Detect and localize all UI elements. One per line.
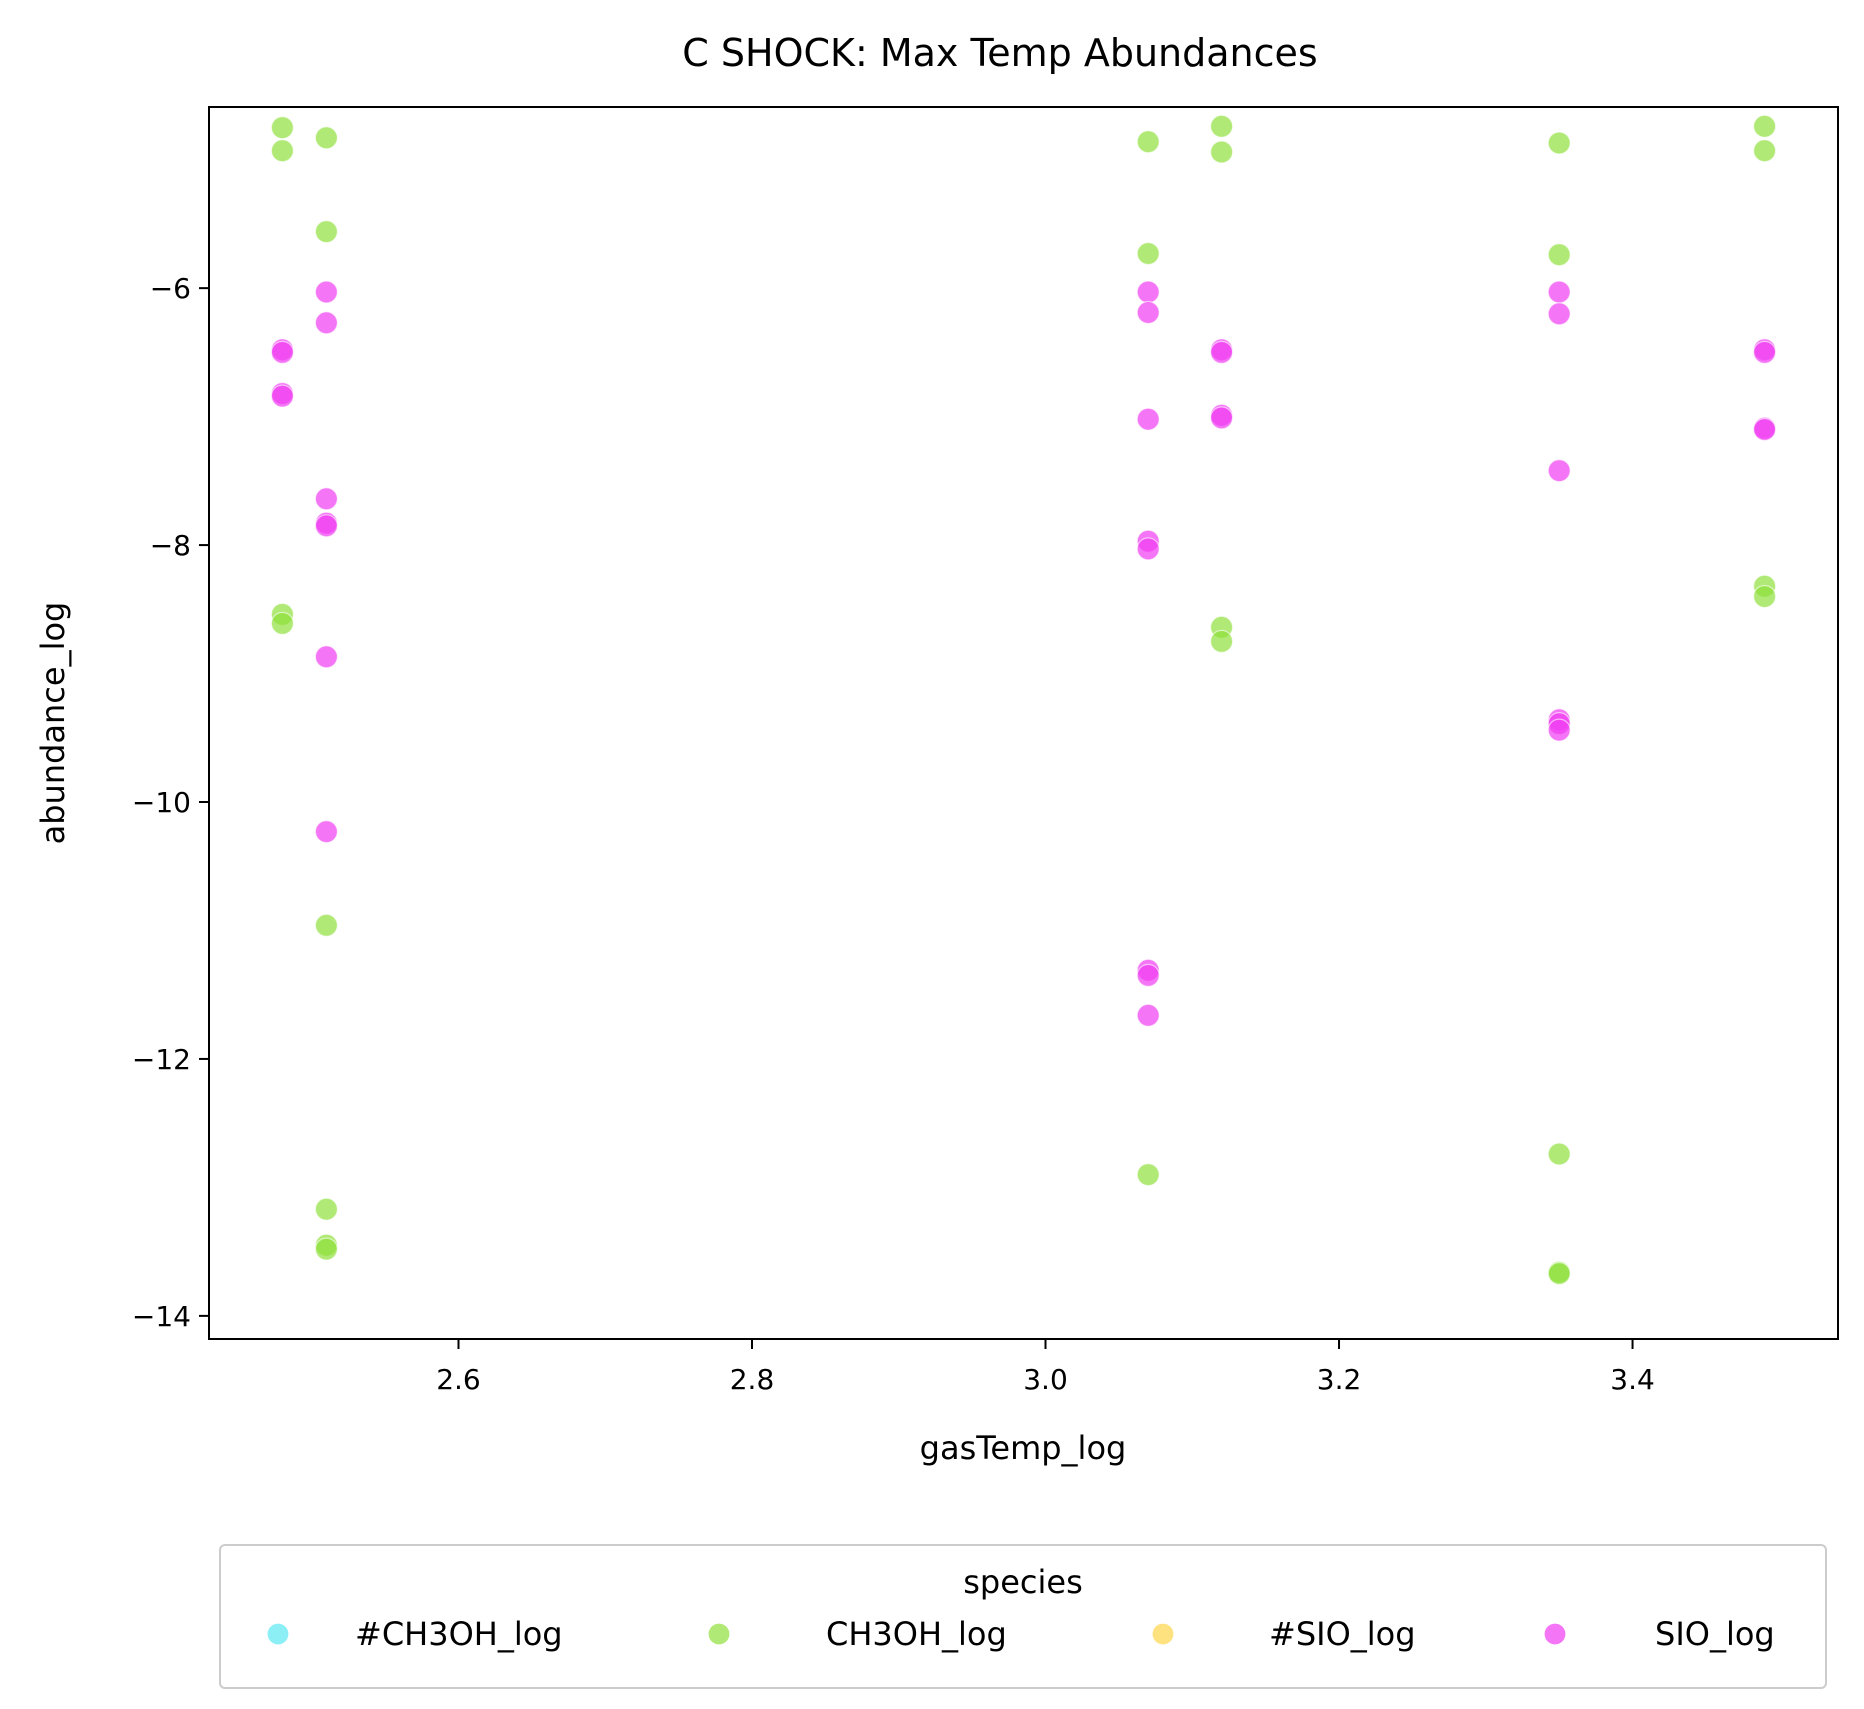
legend-marker-sio-log <box>1543 1622 1567 1646</box>
legend-box <box>219 1544 1827 1689</box>
legend-entries: #CH3OH_log CH3OH_log #SIO_log SIO_log <box>266 1615 1775 1653</box>
data-point-ch3oh-log-3 <box>270 611 294 636</box>
data-point-sio-log-15 <box>1136 537 1160 561</box>
legend-marker-ch3oh-log <box>266 1622 290 1646</box>
legend-title: species <box>963 1563 1083 1601</box>
data-point-ch3oh-log-23 <box>1752 139 1777 163</box>
data-point-ch3oh-log-12 <box>1136 1162 1160 1187</box>
y-tick-label: −6 <box>150 272 191 305</box>
legend-label-sio-log: #SIO_log <box>1269 1615 1416 1653</box>
data-point-sio-log-17 <box>1136 963 1160 988</box>
y-tick-label: −10 <box>132 786 191 819</box>
data-point-ch3oh-log-1 <box>270 139 294 163</box>
legend-label-ch3oh-log: CH3OH_log <box>826 1615 1007 1653</box>
data-point-ch3oh-log-6 <box>314 913 338 937</box>
data-point-sio-log-25 <box>1547 459 1571 483</box>
y-tick-label: −14 <box>132 1300 191 1333</box>
data-point-sio-log-6 <box>314 487 338 511</box>
legend-marker-sio-log <box>1151 1622 1175 1646</box>
data-point-sio-log-1 <box>270 340 294 364</box>
data-point-sio-log-30 <box>1752 340 1777 364</box>
plot-frame <box>208 106 1839 1340</box>
data-point-ch3oh-log-21 <box>1547 1261 1571 1286</box>
x-tick-label: 3.2 <box>1317 1363 1362 1396</box>
data-point-sio-log-11 <box>1136 280 1160 304</box>
data-point-sio-log-18 <box>1136 1003 1160 1027</box>
data-point-ch3oh-log-11 <box>1136 241 1160 266</box>
data-point-sio-log-32 <box>1752 417 1777 442</box>
legend-label-sio-log: SIO_log <box>1655 1615 1775 1653</box>
data-point-sio-log-24 <box>1547 302 1571 326</box>
x-axis-ticks: 2.6 2.8 3.0 3.2 3.4 <box>436 1339 1655 1396</box>
data-point-ch3oh-log-18 <box>1547 243 1571 267</box>
data-point-sio-log-23 <box>1547 280 1571 304</box>
data-point-sio-log-22 <box>1209 406 1234 430</box>
data-point-ch3oh-log-17 <box>1547 131 1571 155</box>
data-point-sio-log-8 <box>314 514 338 538</box>
data-point-ch3oh-log-22 <box>1752 114 1777 138</box>
data-point-sio-log-12 <box>1136 300 1160 325</box>
x-tick-label: 3.0 <box>1023 1363 1068 1396</box>
data-point-ch3oh-log-25 <box>1752 584 1777 609</box>
data-point-sio-log-20 <box>1209 340 1234 364</box>
data-point-sio-log-3 <box>270 384 294 408</box>
data-point-ch3oh-log-5 <box>314 220 338 244</box>
data-point-ch3oh-log-4 <box>314 126 338 150</box>
x-tick-label: 2.8 <box>730 1363 775 1396</box>
legend-marker-ch3oh-log <box>707 1622 731 1646</box>
data-point-ch3oh-log-19 <box>1547 1142 1571 1166</box>
legend: species #CH3OH_log CH3OH_log #SIO_log SIO_l… <box>219 1544 1827 1689</box>
y-tick-label: −12 <box>132 1043 191 1076</box>
y-axis-label: abundance_log <box>34 602 72 845</box>
data-point-ch3oh-log-16 <box>1209 629 1234 654</box>
y-tick-label: −8 <box>150 529 191 562</box>
data-point-ch3oh-log-7 <box>314 1197 338 1221</box>
data-point-ch3oh-log-0 <box>270 115 294 140</box>
data-point-sio-log-9 <box>314 645 338 669</box>
x-tick-label: 2.6 <box>436 1363 481 1396</box>
data-point-ch3oh-log-13 <box>1209 114 1234 138</box>
x-tick-label: 3.4 <box>1610 1363 1655 1396</box>
data-point-sio-log-13 <box>1136 407 1160 431</box>
data-point-sio-log-10 <box>314 819 338 844</box>
y-axis-ticks: −6 −8 −10 −12 −14 <box>132 272 209 1333</box>
data-point-ch3oh-log-10 <box>1136 130 1160 154</box>
x-axis-label: gasTemp_log <box>920 1429 1127 1467</box>
data-point-sio-log-4 <box>314 280 338 304</box>
data-point-ch3oh-log-14 <box>1209 140 1234 164</box>
chart-title: C SHOCK: Max Temp Abundances <box>682 31 1317 75</box>
data-point-sio-log-28 <box>1547 718 1571 742</box>
legend-label-ch3oh-log: #CH3OH_log <box>355 1615 563 1653</box>
data-point-sio-log-5 <box>314 311 338 335</box>
data-point-ch3oh-log-9 <box>314 1237 338 1261</box>
points-layer <box>270 114 1777 1286</box>
